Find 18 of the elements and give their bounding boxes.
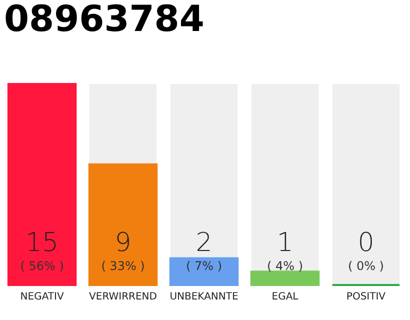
data-label: 0 [358,228,374,258]
annotation: ( 7% ) [186,259,222,273]
annotation: ( 0% ) [348,259,384,273]
data-label: 9 [114,228,132,258]
x-tick-label: NEGATIV [20,292,64,302]
x-tick-label: UNBEKANNTE [170,292,238,302]
bar [250,270,320,286]
x-tick-label: POSITIV [346,292,386,302]
chart-title: 08963784 [4,0,204,40]
data-label: 2 [196,228,212,258]
x-tick-label: EGAL [272,292,299,302]
bar [169,257,239,286]
annotation: ( 33% ) [101,259,145,273]
annotation: ( 4% ) [266,259,303,273]
data-label: 1 [276,228,294,258]
x-tick-label: VERWIRREND [89,292,158,302]
data-label: 15 [25,228,59,258]
annotation: ( 56% ) [20,259,64,273]
